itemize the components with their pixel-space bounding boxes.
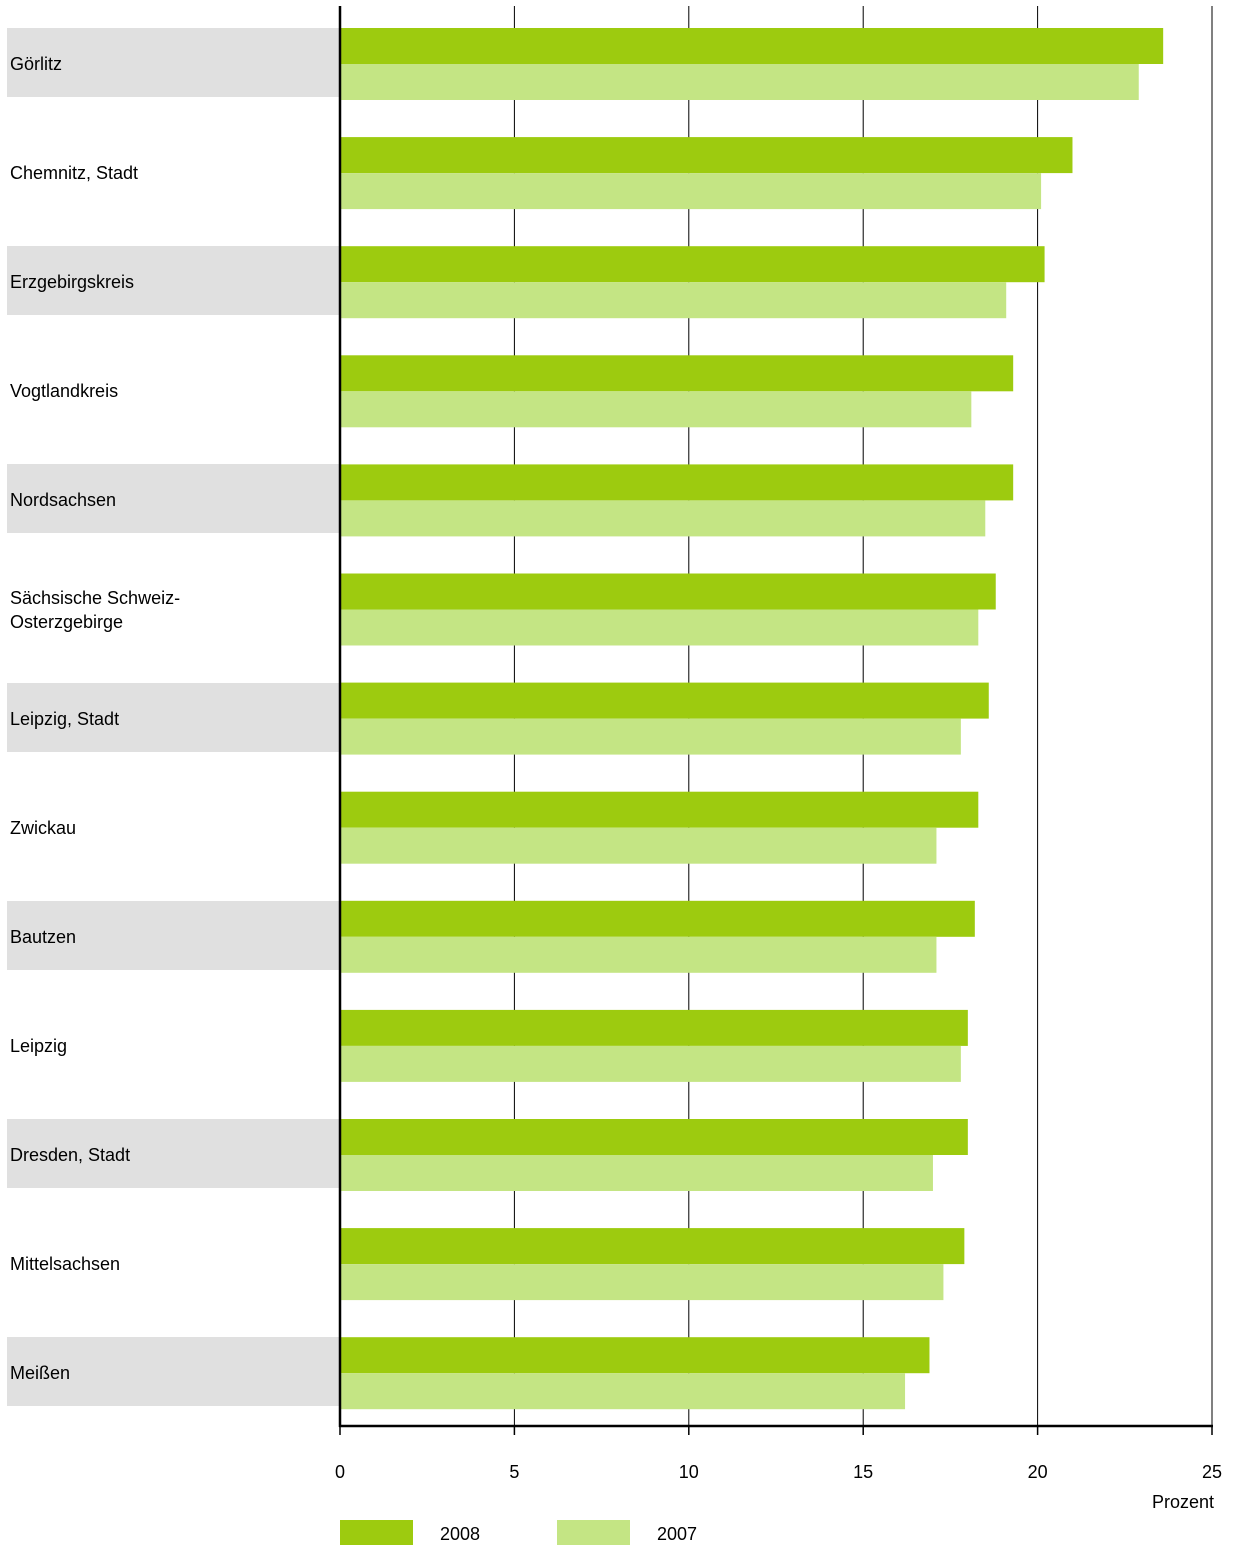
- x-tick-label: 15: [853, 1462, 874, 1482]
- bar-2008: [340, 137, 1073, 174]
- category-label: Meißen: [10, 1363, 71, 1384]
- bar-2007: [340, 500, 986, 537]
- category-band: [7, 246, 340, 316]
- legend-label-2008: 2008: [440, 1524, 481, 1544]
- category-label: Dresden, Stadt: [10, 1145, 131, 1165]
- category-label: Sächsische Schweiz- Osterzgebirge: [10, 587, 181, 632]
- x-tick-label: 20: [1027, 1462, 1048, 1482]
- bar-2007: [340, 718, 961, 755]
- bar-2007: [340, 609, 979, 646]
- category-label: Erzgebirgskreis: [10, 272, 135, 293]
- category-band: [7, 28, 340, 97]
- legend-swatch-2008: [340, 1520, 413, 1545]
- category-label: Mittelsachsen: [10, 1254, 121, 1275]
- category-band: [7, 1119, 340, 1188]
- legend-swatch-2007: [557, 1520, 630, 1545]
- bar-2008: [340, 246, 1045, 283]
- category-label: Chemnitz, Stadt: [10, 163, 139, 184]
- bar-2008: [340, 1009, 968, 1046]
- bar-2008: [340, 682, 989, 719]
- bar-2007: [340, 1264, 944, 1301]
- bar-2008: [340, 1119, 968, 1155]
- bar-2007: [340, 64, 1139, 100]
- x-tick-label: 0: [334, 1462, 345, 1482]
- bar-2008: [340, 355, 1014, 392]
- bar-2007: [340, 282, 1007, 319]
- bar-2007: [340, 1045, 961, 1082]
- x-tick-label: 5: [509, 1462, 520, 1482]
- category-label: Zwickau: [10, 817, 77, 838]
- bar-2008: [340, 28, 1164, 64]
- category-band: [7, 682, 340, 752]
- bar-2007: [340, 1373, 906, 1410]
- category-label: Vogtlandkreis: [10, 381, 119, 402]
- category-label: Leipzig, Stadt: [10, 708, 120, 729]
- legend-label-2007: 2007: [657, 1524, 698, 1544]
- bar-2007: [340, 827, 937, 864]
- category-band: [7, 464, 340, 534]
- category-label: Leipzig: [10, 1035, 68, 1056]
- bar-2008: [340, 900, 975, 937]
- bar-2008: [340, 1337, 930, 1374]
- x-tick-label: 25: [1201, 1462, 1223, 1482]
- bar-2008: [340, 1228, 965, 1265]
- bar-2007: [340, 391, 972, 428]
- x-tick-label: 10: [678, 1462, 699, 1482]
- bar-2008: [340, 464, 1014, 501]
- bar-2007: [340, 1155, 933, 1191]
- bar-2008: [340, 791, 979, 828]
- bar-2007: [340, 936, 937, 973]
- category-band: [7, 900, 340, 970]
- category-label: Nordsachsen: [10, 490, 117, 511]
- category-label: Görlitz: [10, 54, 63, 74]
- x-axis-unit-label: Prozent: [1152, 1492, 1215, 1512]
- bar-2008: [340, 573, 996, 610]
- category-band: [7, 1337, 340, 1407]
- category-label: Bautzen: [10, 926, 77, 947]
- bar-2007: [340, 173, 1042, 210]
